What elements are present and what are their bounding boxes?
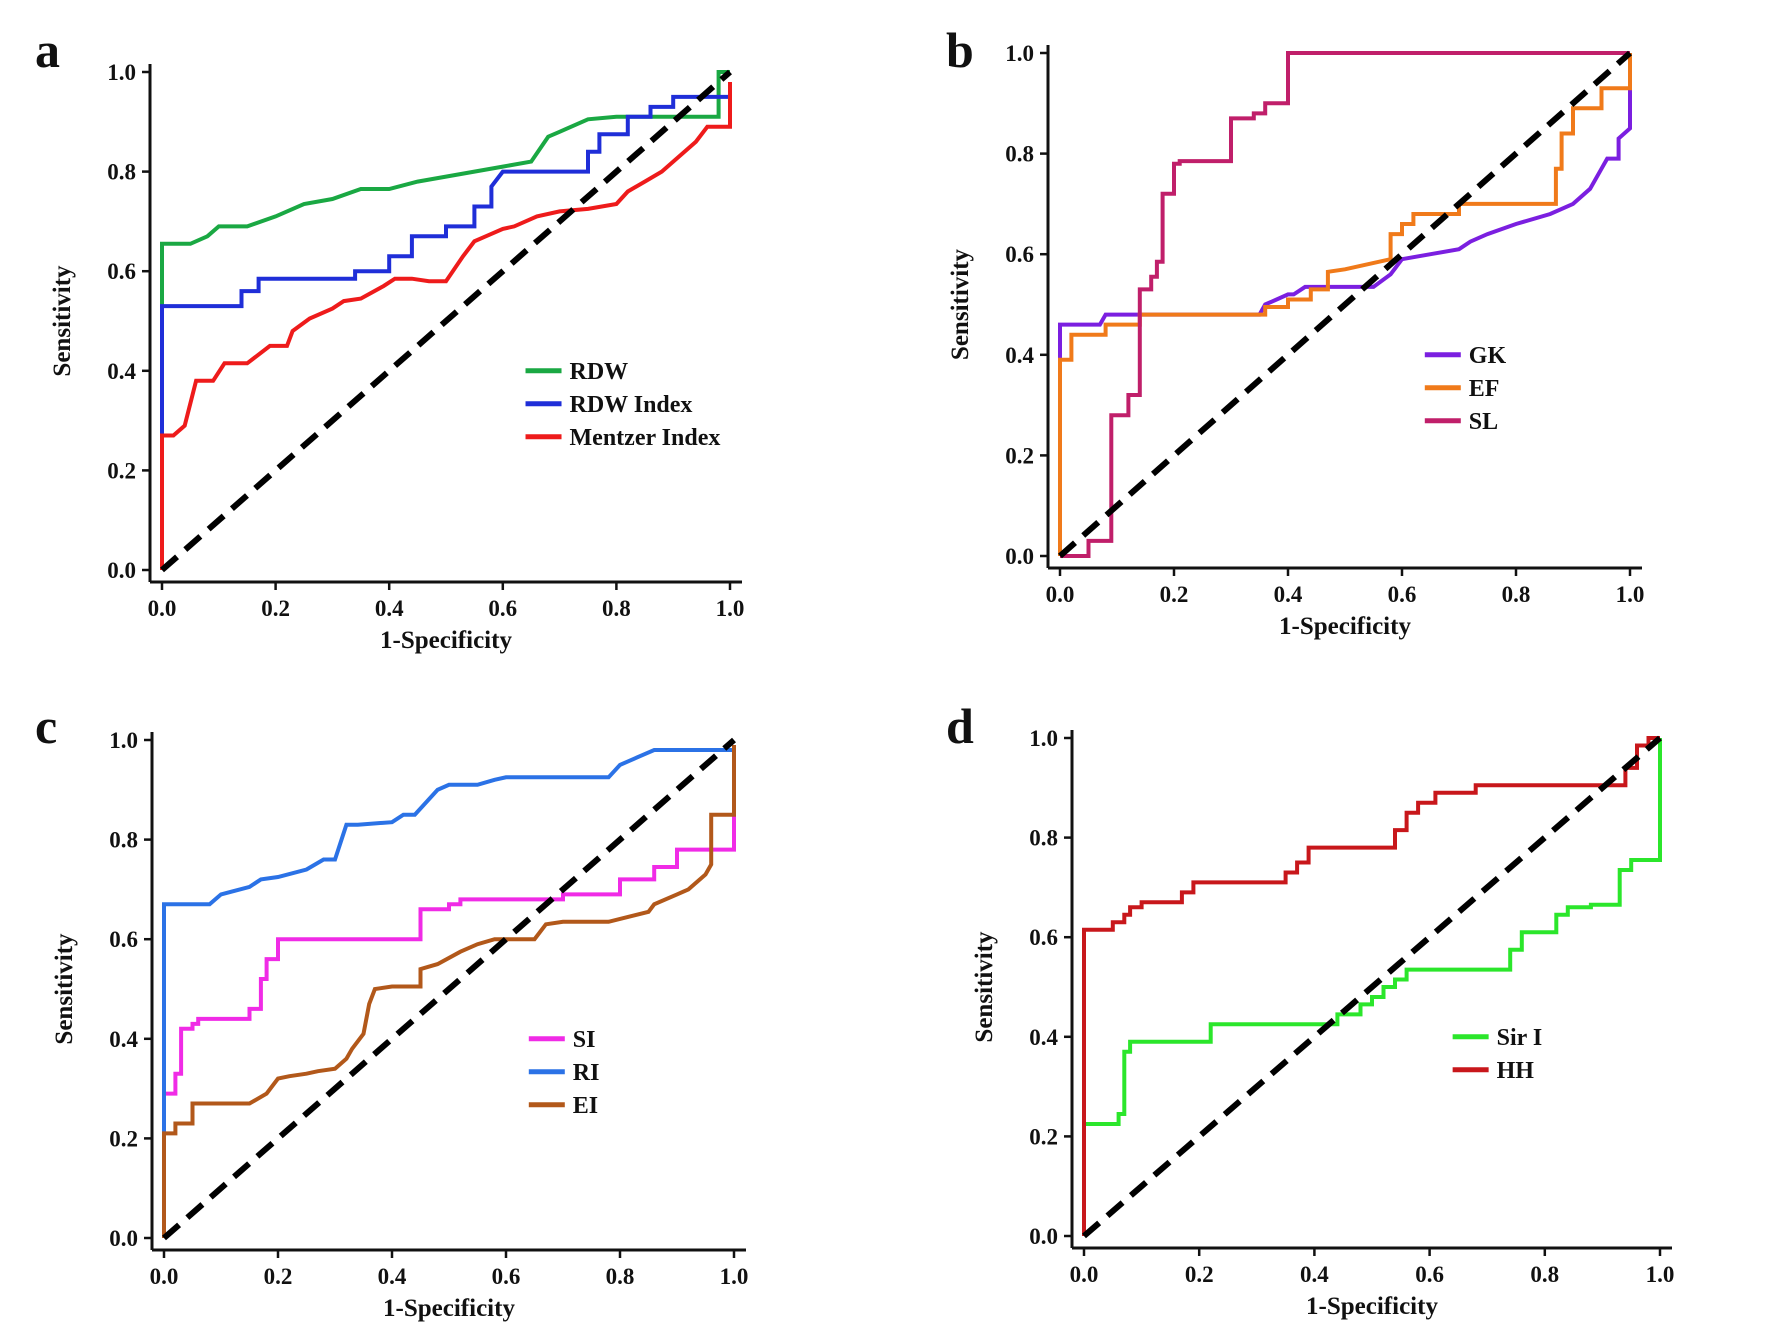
legend-label: Sir I — [1497, 1025, 1543, 1051]
x-axis-title: 1-Specificity — [1279, 613, 1411, 640]
x-tick-label: 0.6 — [488, 596, 517, 621]
y-axis-title: Sensitivity — [49, 265, 76, 377]
y-tick-label: 0.6 — [1005, 242, 1034, 267]
series-line-ei — [162, 745, 736, 1238]
legend-label: EF — [1469, 376, 1500, 402]
chart-panel-c: c 0.0 0.2 0.4 0.6 0.8 1.0 0.0 0.2 0.4 0.6 0.8 1.0 1-S… — [35, 698, 748, 1322]
x-tick-label: 0.0 — [1046, 582, 1075, 607]
y-axis-title: Sensitivity — [51, 933, 78, 1045]
y-tick-label: 0.0 — [1005, 544, 1034, 569]
panel-letter-b: b — [946, 22, 974, 78]
x-tick-label: 0.4 — [375, 596, 404, 621]
legend-label: RDW Index — [570, 392, 693, 418]
y-tick-label: 1.0 — [107, 60, 136, 85]
y-tick-label: 0.8 — [1005, 142, 1034, 167]
legend-label: RI — [573, 1060, 600, 1086]
x-tick-label: 0.6 — [1415, 1262, 1444, 1287]
y-tick-label: 0.6 — [1029, 925, 1058, 950]
x-tick-label: 0.0 — [1070, 1262, 1099, 1287]
series-line-hh — [1082, 736, 1660, 1236]
x-tick-label: 1.0 — [1616, 582, 1645, 607]
x-tick-label: 0.8 — [602, 596, 631, 621]
series-line-sl — [1060, 51, 1630, 558]
x-tick-label: 0.6 — [492, 1264, 521, 1289]
series-line-si — [162, 745, 736, 1238]
x-tick-label: 0.8 — [606, 1264, 635, 1289]
x-tick-label: 1.0 — [720, 1264, 749, 1289]
series-line-rdw-index — [160, 82, 732, 570]
chart-panel-b: b 0.0 0.2 0.4 0.6 0.8 1.0 0.0 0.2 0.4 0.6 0.8 1.0 1-S… — [946, 22, 1644, 640]
x-tick-label: 0.4 — [1300, 1262, 1329, 1287]
y-tick-label: 0.6 — [109, 927, 138, 952]
x-axis-title: 1-Specificity — [380, 627, 512, 654]
y-tick-label: 0.2 — [107, 458, 136, 483]
y-tick-label: 1.0 — [109, 728, 138, 753]
chart-panel-a: a 0.0 0.2 0.4 0.6 0.8 1.0 0.0 0.2 0.4 0.6 0.8 1.0 1-S… — [35, 22, 744, 654]
y-axis-title: Sensitivity — [971, 931, 998, 1043]
x-tick-label: 0.0 — [148, 596, 177, 621]
x-tick-label: 0.0 — [150, 1264, 179, 1289]
y-tick-label: 0.0 — [1029, 1224, 1058, 1249]
x-axis-title: 1-Specificity — [383, 1295, 515, 1322]
x-tick-label: 0.2 — [264, 1264, 293, 1289]
y-tick-label: 0.4 — [1029, 1025, 1058, 1050]
y-tick-label: 0.4 — [107, 359, 136, 384]
x-tick-label: 0.4 — [1274, 582, 1303, 607]
legend-label: HH — [1497, 1058, 1535, 1084]
series-line-mentzer-index — [160, 82, 732, 570]
legend-label: EI — [573, 1093, 598, 1119]
y-tick-label: 0.4 — [1005, 343, 1034, 368]
legend-label: SL — [1469, 409, 1498, 435]
reference-diagonal-line — [160, 69, 732, 573]
y-tick-label: 0.8 — [109, 828, 138, 853]
legend-label: SI — [573, 1027, 596, 1053]
x-tick-label: 1.0 — [1646, 1262, 1675, 1287]
y-tick-label: 0.8 — [107, 160, 136, 185]
x-tick-label: 0.2 — [1185, 1262, 1214, 1287]
y-tick-label: 0.8 — [1029, 826, 1058, 851]
x-tick-label: 0.6 — [1388, 582, 1417, 607]
y-tick-label: 1.0 — [1029, 726, 1058, 751]
y-tick-label: 1.0 — [1005, 41, 1034, 66]
series-line-rdw — [160, 70, 730, 570]
x-axis-title: 1-Specificity — [1306, 1293, 1438, 1320]
y-tick-label: 0.2 — [1005, 443, 1034, 468]
legend-label: Mentzer Index — [570, 425, 721, 451]
chart-panel-d: d 0.0 0.2 0.4 0.6 0.8 1.0 0.0 0.2 0.4 0.6 0.8 1.0 1-S… — [946, 698, 1674, 1320]
series-line-ri — [162, 748, 734, 1238]
series-line-gk — [1058, 88, 1632, 556]
x-tick-label: 1.0 — [716, 596, 745, 621]
reference-diagonal-line — [162, 737, 736, 1241]
legend-label: GK — [1469, 343, 1507, 369]
x-tick-label: 0.8 — [1530, 1262, 1559, 1287]
y-axis-title: Sensitivity — [947, 248, 974, 360]
x-tick-label: 0.8 — [1502, 582, 1531, 607]
x-tick-label: 0.2 — [1160, 582, 1189, 607]
reference-diagonal-line — [1058, 50, 1632, 559]
legend-label: RDW — [570, 359, 629, 385]
panel-letter-a: a — [35, 22, 60, 78]
panel-letter-d: d — [946, 698, 974, 754]
y-tick-label: 0.0 — [109, 1226, 138, 1251]
y-tick-label: 0.2 — [1029, 1124, 1058, 1149]
series-line-sir-i — [1082, 738, 1662, 1236]
x-tick-label: 0.2 — [261, 596, 290, 621]
y-tick-label: 0.2 — [109, 1126, 138, 1151]
x-tick-label: 0.4 — [378, 1264, 407, 1289]
series-line-ef — [1058, 53, 1632, 556]
y-tick-label: 0.6 — [107, 259, 136, 284]
y-tick-label: 0.4 — [109, 1027, 138, 1052]
reference-diagonal-line — [1082, 735, 1662, 1239]
y-tick-label: 0.0 — [107, 558, 136, 583]
panel-letter-c: c — [35, 698, 57, 754]
